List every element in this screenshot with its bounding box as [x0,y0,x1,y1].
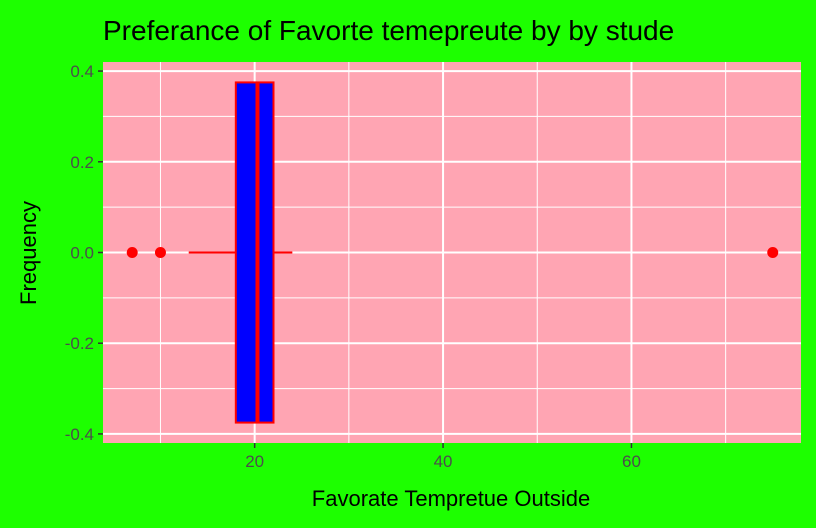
chart-title: Preferance of Favorte temepreute by by s… [103,15,674,46]
x-axis-title: Favorate Tempretue Outside [312,486,590,511]
outlier-point [154,247,166,258]
x-tick-label: 60 [622,452,641,471]
y-tick-label: 0.4 [70,62,94,81]
y-tick-label: 0.2 [70,153,94,172]
boxplot [126,81,779,424]
y-tick-label: -0.4 [65,425,94,444]
box-iqr [234,81,275,424]
y-axis-title: Frequency [16,201,41,305]
x-tick-label: 40 [434,452,453,471]
x-tick-label: 20 [245,452,264,471]
outlier-point [126,247,138,258]
y-tick-label: 0.0 [70,244,94,263]
x-axis: 20 40 60 [245,443,641,471]
y-axis: -0.4 -0.2 0.0 0.2 0.4 [65,62,103,444]
grid-minor [103,62,801,443]
outlier-point [767,247,779,258]
y-tick-label: -0.2 [65,334,94,353]
